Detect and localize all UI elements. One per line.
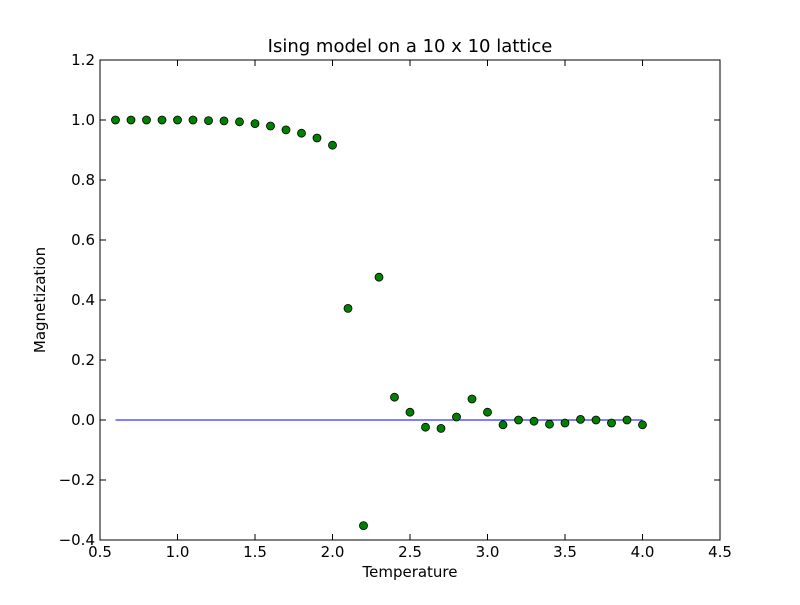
y-tick-label: 0.0 [71, 411, 95, 429]
y-tick-label: 1.0 [71, 111, 95, 129]
x-axis-label: Temperature [361, 563, 457, 581]
x-tick-label: 0.5 [88, 543, 112, 561]
data-point [374, 272, 384, 282]
data-point [498, 420, 508, 430]
data-point [343, 303, 353, 313]
x-tick-label: 4.5 [708, 543, 732, 561]
data-point [607, 418, 616, 428]
data-point [173, 115, 182, 125]
data-point [467, 394, 477, 404]
y-tick-label: 0.8 [71, 171, 95, 189]
plot-area [111, 115, 647, 530]
data-point [126, 115, 136, 125]
data-point [545, 419, 554, 429]
data-point [188, 115, 198, 125]
data-point [514, 415, 523, 425]
chart-title: Ising model on a 10 x 10 lattice [268, 36, 553, 57]
x-tick-label: 1.0 [166, 543, 190, 561]
data-point [436, 423, 446, 433]
data-point [204, 116, 213, 125]
data-point [235, 117, 244, 127]
data-point [297, 128, 306, 138]
data-point [560, 418, 570, 428]
data-point [266, 121, 275, 131]
data-point [219, 116, 229, 126]
x-tick-label: 2.0 [321, 543, 345, 561]
y-tick-label: −0.2 [59, 471, 95, 489]
x-tick-label: 3.0 [476, 543, 500, 561]
plot-frame [99, 59, 721, 541]
data-point [421, 422, 430, 432]
data-point [157, 115, 167, 125]
axis-ticks: 0.5 1.0 1.5 2.0 2.5 3.0 3.5 4.0 4.5 −0.4 −0.2 0.0 0.… [59, 51, 732, 561]
x-tick-label: 3.5 [553, 543, 577, 561]
data-point [483, 407, 492, 417]
data-point [622, 415, 632, 425]
data-point [576, 414, 585, 424]
y-tick-label: 0.4 [71, 291, 95, 309]
data-point [328, 140, 337, 150]
x-tick-label: 1.5 [243, 543, 267, 561]
data-point [405, 407, 415, 417]
y-tick-label: 0.6 [71, 231, 95, 249]
data-point [281, 125, 291, 135]
y-tick-label: 0.2 [71, 351, 95, 369]
data-point [111, 115, 120, 125]
x-tick-label: 2.5 [398, 543, 422, 561]
data-point [142, 115, 151, 125]
x-tick-label: 4.0 [631, 543, 655, 561]
data-point [390, 392, 399, 402]
data-point [359, 521, 368, 530]
data-point [452, 412, 461, 422]
data-point [529, 416, 539, 426]
data-point [591, 415, 601, 425]
y-tick-label: −0.4 [59, 531, 95, 549]
data-point [250, 119, 260, 128]
data-point [638, 420, 647, 430]
y-tick-label: 1.2 [71, 51, 95, 69]
y-axis-label: Magnetization [31, 247, 49, 353]
data-point [312, 133, 322, 143]
